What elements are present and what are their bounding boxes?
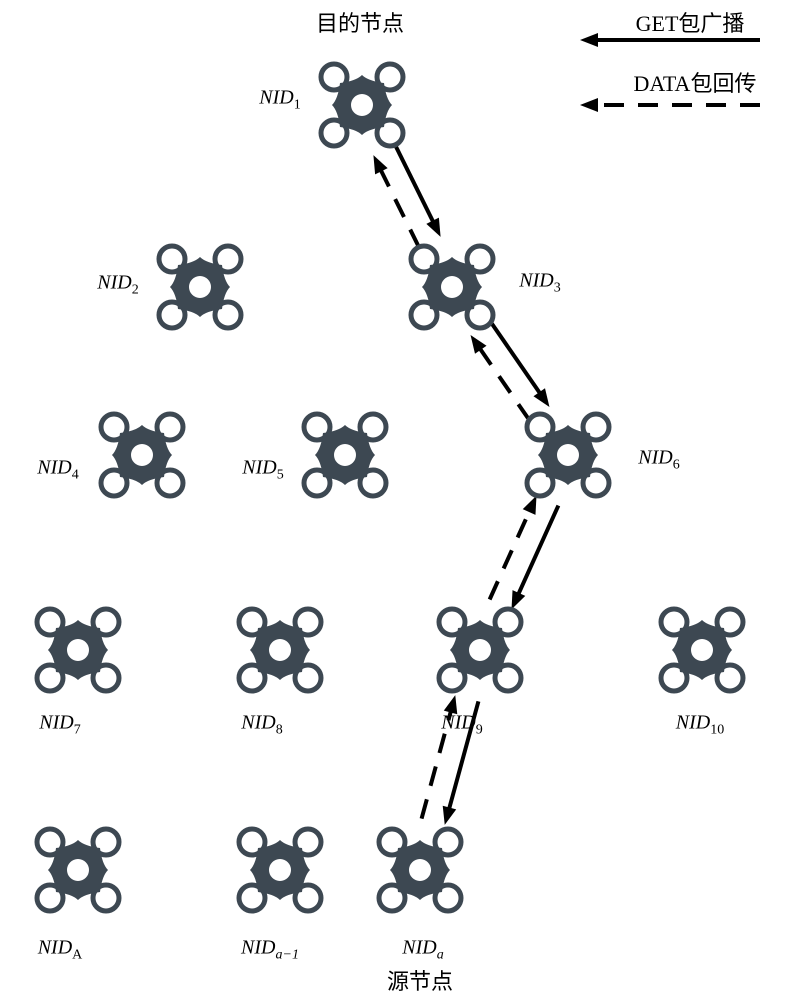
node-label-nid1: NID1 bbox=[259, 87, 300, 114]
title-destination-node: 目的节点 bbox=[316, 6, 404, 38]
node-label-nid4: NID4 bbox=[37, 457, 78, 484]
legend-dashed-label: DATA包回传 bbox=[634, 66, 757, 98]
node-label-nida: NIDa bbox=[402, 937, 443, 964]
node-label-nid8: NID8 bbox=[241, 712, 282, 739]
node-label-nid6: NID6 bbox=[638, 447, 679, 474]
node-label-nida1: NIDa−1 bbox=[241, 937, 299, 964]
diagram-canvas bbox=[0, 0, 795, 1000]
node-label-nid7: NID7 bbox=[39, 712, 80, 739]
legend-solid-label: GET包广播 bbox=[636, 6, 745, 38]
node-label-nid5: NID5 bbox=[242, 457, 283, 484]
node-label-nid9: NID9 bbox=[441, 712, 482, 739]
diagram-svg bbox=[0, 0, 795, 1000]
node-label-nid3: NID3 bbox=[519, 270, 560, 297]
node-label-nid2: NID2 bbox=[97, 272, 138, 299]
node-label-nid10: NID10 bbox=[676, 712, 724, 739]
node-label-nida: NIDA bbox=[38, 937, 83, 964]
title-source-node: 源节点 bbox=[387, 964, 453, 996]
